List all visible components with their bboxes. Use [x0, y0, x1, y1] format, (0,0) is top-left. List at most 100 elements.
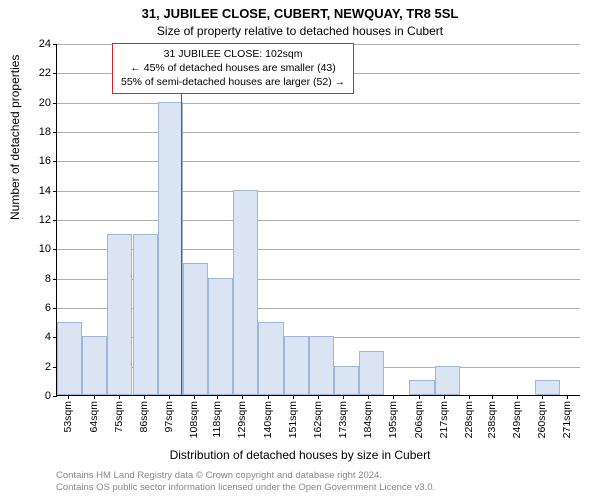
footer: Contains HM Land Registry data © Crown c… — [56, 470, 435, 494]
histogram-bar — [82, 336, 107, 395]
x-axis-label: Distribution of detached houses by size … — [0, 448, 600, 462]
x-tick-mark — [393, 395, 394, 399]
gridline — [57, 103, 580, 104]
y-tick-mark — [53, 73, 57, 74]
x-tick-mark — [492, 395, 493, 399]
x-tick-label: 184sqm — [362, 401, 374, 438]
x-tick-label: 97sqm — [163, 401, 175, 433]
y-tick-mark — [53, 191, 57, 192]
annotation-line3: 55% of semi-detached houses are larger (… — [121, 75, 345, 89]
histogram-bar — [284, 336, 309, 395]
x-tick-label: 140sqm — [262, 401, 274, 438]
x-tick-label: 206sqm — [413, 401, 425, 438]
x-tick-label: 151sqm — [287, 401, 299, 438]
x-tick-mark — [169, 395, 170, 399]
y-tick-mark — [53, 44, 57, 45]
title-main: 31, JUBILEE CLOSE, CUBERT, NEWQUAY, TR8 … — [0, 6, 600, 21]
x-tick-mark — [419, 395, 420, 399]
histogram-bar — [535, 380, 560, 395]
y-tick-label: 8 — [45, 273, 51, 285]
x-tick-mark — [194, 395, 195, 399]
y-tick-mark — [53, 161, 57, 162]
x-tick-label: 118sqm — [211, 401, 223, 438]
y-axis-label: Number of detached properties — [8, 55, 22, 220]
title-sub: Size of property relative to detached ho… — [0, 24, 600, 38]
x-tick-mark — [217, 395, 218, 399]
histogram-bar — [359, 351, 384, 395]
y-tick-mark — [53, 220, 57, 221]
x-tick-label: 271sqm — [561, 401, 573, 438]
histogram-bar — [334, 366, 359, 395]
histogram-bar — [158, 102, 183, 395]
gridline — [57, 220, 580, 221]
y-tick-label: 20 — [39, 97, 51, 109]
x-tick-mark — [343, 395, 344, 399]
x-tick-label: 86sqm — [138, 401, 150, 433]
x-tick-label: 249sqm — [511, 401, 523, 438]
y-tick-label: 10 — [39, 243, 51, 255]
y-tick-label: 16 — [39, 155, 51, 167]
y-tick-label: 24 — [39, 38, 51, 50]
x-tick-label: 217sqm — [438, 401, 450, 438]
histogram-bar — [133, 234, 158, 395]
x-tick-label: 173sqm — [337, 401, 349, 438]
x-tick-label: 260sqm — [536, 401, 548, 438]
y-tick-label: 12 — [39, 214, 51, 226]
y-tick-mark — [53, 132, 57, 133]
x-tick-mark — [567, 395, 568, 399]
x-tick-mark — [517, 395, 518, 399]
x-tick-label: 53sqm — [62, 401, 74, 433]
chart-container: 31, JUBILEE CLOSE, CUBERT, NEWQUAY, TR8 … — [0, 0, 600, 500]
y-tick-mark — [53, 279, 57, 280]
histogram-bar — [107, 234, 132, 395]
y-tick-label: 22 — [39, 67, 51, 79]
annotation-line1: 31 JUBILEE CLOSE: 102sqm — [121, 47, 345, 61]
y-tick-mark — [53, 396, 57, 397]
y-tick-label: 4 — [45, 331, 51, 343]
annotation-box: 31 JUBILEE CLOSE: 102sqm ← 45% of detach… — [112, 43, 354, 94]
x-tick-mark — [268, 395, 269, 399]
x-tick-mark — [368, 395, 369, 399]
x-tick-mark — [94, 395, 95, 399]
histogram-bar — [233, 190, 258, 395]
y-tick-label: 0 — [45, 390, 51, 402]
x-tick-label: 228sqm — [463, 401, 475, 438]
y-tick-mark — [53, 249, 57, 250]
x-tick-label: 64sqm — [88, 401, 100, 433]
footer-line1: Contains HM Land Registry data © Crown c… — [56, 470, 435, 482]
x-tick-mark — [318, 395, 319, 399]
x-tick-mark — [144, 395, 145, 399]
histogram-bar — [208, 278, 233, 395]
x-tick-label: 75sqm — [113, 401, 125, 433]
x-tick-label: 195sqm — [387, 401, 399, 438]
x-tick-label: 108sqm — [188, 401, 200, 438]
y-tick-label: 2 — [45, 361, 51, 373]
gridline — [57, 191, 580, 192]
x-tick-mark — [469, 395, 470, 399]
x-tick-mark — [293, 395, 294, 399]
x-tick-mark — [542, 395, 543, 399]
histogram-bar — [183, 263, 208, 395]
x-tick-mark — [242, 395, 243, 399]
gridline — [57, 161, 580, 162]
histogram-bar — [309, 336, 334, 395]
histogram-bar — [258, 322, 283, 395]
gridline — [57, 132, 580, 133]
y-tick-label: 6 — [45, 302, 51, 314]
histogram-bar — [435, 366, 460, 395]
x-tick-mark — [68, 395, 69, 399]
marker-line — [181, 43, 182, 395]
footer-line2: Contains OS public sector information li… — [56, 482, 435, 494]
x-tick-mark — [119, 395, 120, 399]
plot-area: 02468101214161820222453sqm64sqm75sqm86sq… — [56, 44, 580, 396]
histogram-bar — [409, 380, 434, 395]
annotation-line2: ← 45% of detached houses are smaller (43… — [121, 61, 345, 75]
histogram-bar — [57, 322, 82, 395]
y-tick-label: 18 — [39, 126, 51, 138]
y-tick-mark — [53, 308, 57, 309]
x-tick-mark — [444, 395, 445, 399]
x-tick-label: 238sqm — [486, 401, 498, 438]
x-tick-label: 162sqm — [312, 401, 324, 438]
y-tick-label: 14 — [39, 185, 51, 197]
y-tick-mark — [53, 103, 57, 104]
